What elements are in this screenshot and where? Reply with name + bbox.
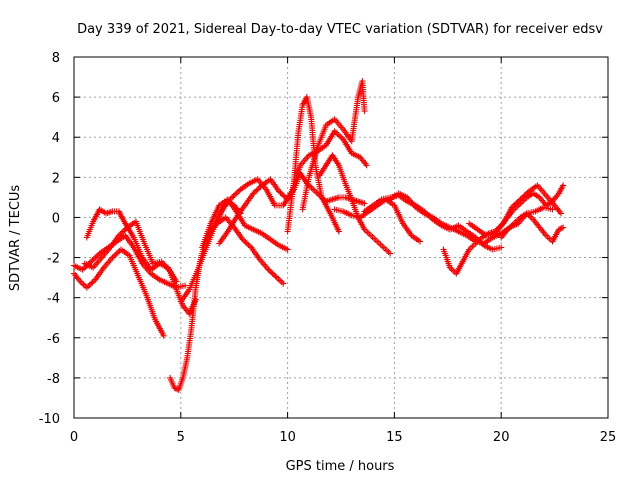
y-tick-label: 8	[52, 51, 60, 66]
y-tick-label: -8	[47, 372, 60, 387]
series-markers	[81, 218, 199, 317]
series-markers	[498, 210, 567, 245]
x-tick-label: 15	[386, 430, 403, 445]
y-tick-label: 6	[52, 91, 60, 106]
y-tick-label: -10	[39, 412, 60, 427]
y-tick-label: 2	[52, 171, 60, 186]
grid	[74, 57, 608, 418]
series-arc-6	[177, 128, 370, 305]
x-axis-label: GPS time / hours	[286, 459, 395, 474]
x-tick-label: 20	[493, 430, 510, 445]
series-markers	[205, 214, 287, 287]
series-markers	[284, 94, 342, 235]
series-arc-10	[284, 94, 342, 235]
series-arc-8	[205, 214, 287, 287]
series-markers	[177, 128, 370, 305]
series-markers	[299, 78, 368, 213]
series-arc-12	[316, 152, 394, 257]
y-tick-label: 4	[52, 131, 60, 146]
series-markers	[316, 152, 394, 257]
x-tick-label: 5	[177, 430, 185, 445]
series-arc-3	[83, 206, 180, 285]
series-arc-17	[466, 182, 564, 239]
axis-ticks: 0 5 10 15 20 25 -10 -8 -6 -4 -2 0 2 4 6 8	[39, 51, 617, 445]
x-tick-label: 10	[279, 430, 296, 445]
chart-title: Day 339 of 2021, Sidereal Day-to-day VTE…	[77, 22, 603, 37]
y-tick-label: -2	[47, 252, 60, 267]
y-tick-label: 0	[52, 211, 60, 226]
y-axis-label: SDTVAR / TECUs	[8, 185, 23, 292]
x-tick-label: 0	[70, 430, 78, 445]
series-markers	[331, 196, 423, 245]
series-markers	[71, 246, 167, 339]
series-arc-18	[498, 210, 567, 245]
series-markers	[83, 206, 180, 285]
x-tick-label: 25	[600, 430, 617, 445]
series-arc-11	[299, 78, 368, 213]
data-series	[71, 78, 567, 393]
series-arc-4	[81, 218, 199, 317]
series-arc-13	[331, 196, 423, 245]
y-tick-label: -4	[47, 292, 60, 307]
series-arc-2	[71, 246, 167, 339]
plot-frame	[73, 56, 609, 419]
y-tick-label: -6	[47, 332, 60, 347]
series-markers	[466, 182, 564, 239]
